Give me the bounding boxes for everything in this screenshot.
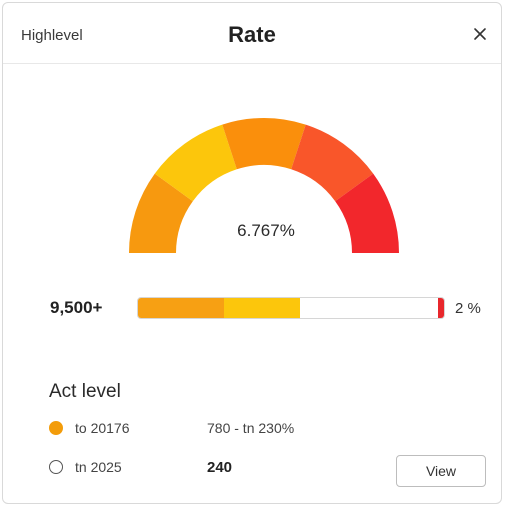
view-button[interactable]: View [396,455,486,487]
progress-segment [138,298,224,318]
header-divider [3,63,501,64]
option-row[interactable]: to 20176 780 - tn 230% [49,418,489,438]
radio-unselected[interactable] [49,460,63,474]
dialog-title: Rate [228,22,276,47]
radio-selected[interactable] [49,421,63,435]
rate-dialog: Highlevel Rate 6.767% 9,500+ 2 % Act lev… [2,2,502,504]
progress-segment [300,298,438,318]
progress-right-label: 2 % [455,300,481,317]
gauge-segment [129,173,193,253]
header-level-label: Highlevel [21,27,83,44]
gauge-segment [335,173,399,253]
progress-bar [137,297,445,319]
option-value: 240 [207,459,233,476]
gauge-value: 6.767% [237,221,295,240]
gauge-segment [222,118,306,170]
progress-segment [437,298,444,318]
option-label: to 20176 [75,420,130,436]
progress-segment [223,298,301,318]
option-row[interactable]: tn 2025 240 [49,457,489,477]
close-icon[interactable] [471,25,489,43]
section-title: Act level [49,381,121,402]
progress-left-label: 9,500+ [50,298,103,317]
rate-gauge [129,118,399,253]
gauge-segment [291,124,374,202]
option-value: 780 - tn 230% [207,420,295,436]
gauge-segment [154,124,237,202]
option-label: tn 2025 [75,459,122,475]
